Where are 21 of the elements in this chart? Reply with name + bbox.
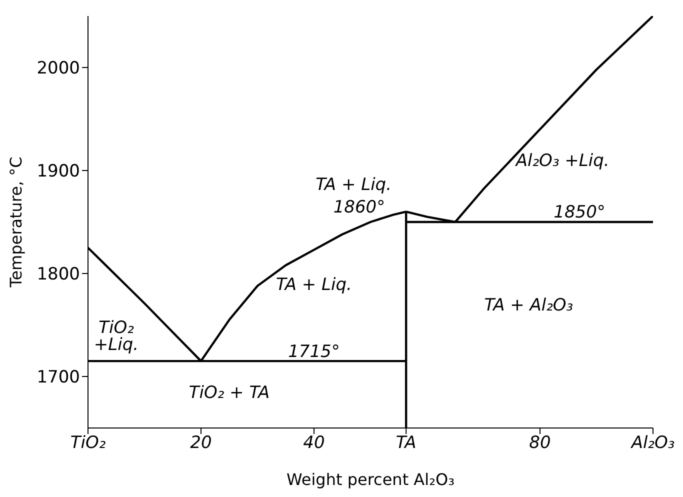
y-tick-label: 1800 <box>36 264 80 285</box>
x-tick-label: 20 <box>190 433 212 454</box>
x-tick-label: 40 <box>303 433 325 454</box>
annotation: Al₂O₃ +Liq. <box>514 151 610 172</box>
annotation: TA + Liq. <box>316 174 392 195</box>
y-tick-label: 1900 <box>36 162 80 182</box>
x-tick-label: Al₂O₃ <box>630 433 675 454</box>
annotation: TA + Al₂O₃ <box>484 295 574 316</box>
annotation: TA + Liq. <box>276 274 352 295</box>
x-tick-label: TA <box>396 433 416 454</box>
y-tick-label: 2000 <box>36 58 80 79</box>
y-axis-title: Temperature, °C <box>6 156 26 288</box>
x-tick-label: 80 <box>529 433 551 454</box>
annotation: TiO₂ + TA <box>188 382 270 403</box>
annotation: 1715° <box>288 342 340 362</box>
annotation: TiO₂ +Liq. <box>94 318 139 355</box>
annotation: 1850° <box>554 202 606 223</box>
x-tick-label: TiO₂ <box>70 433 106 454</box>
annotation: 1860° <box>333 198 386 218</box>
x-axis-title: Weight percent Al₂O₃ <box>286 470 455 489</box>
y-tick-label: 1700 <box>36 368 80 388</box>
